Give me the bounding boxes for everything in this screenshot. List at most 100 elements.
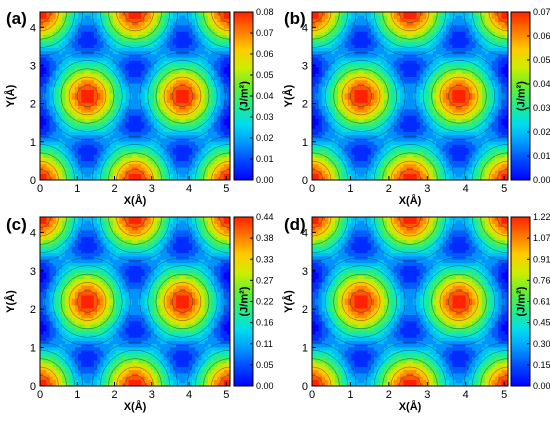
heatmap-cell bbox=[55, 76, 60, 81]
heatmap-cell bbox=[59, 125, 63, 129]
heatmap-cell bbox=[173, 138, 177, 142]
heatmap-cell bbox=[163, 63, 168, 68]
heatmap-cell bbox=[347, 141, 352, 145]
heatmap-cell bbox=[55, 83, 60, 87]
panel-label: (a) bbox=[6, 9, 27, 28]
heatmap-cell bbox=[485, 121, 489, 126]
heatmap-cell bbox=[357, 108, 362, 113]
heatmap-cell bbox=[157, 28, 161, 32]
heatmap-cell bbox=[198, 150, 202, 155]
heatmap-cell bbox=[40, 128, 44, 132]
heatmap-cell bbox=[445, 89, 450, 94]
heatmap-cell bbox=[344, 99, 349, 103]
heatmap-cell bbox=[90, 76, 95, 81]
heatmap-cell bbox=[439, 89, 444, 94]
heatmap-cell bbox=[62, 128, 66, 132]
heatmap-cell bbox=[90, 160, 95, 165]
heatmap-cell bbox=[393, 115, 398, 120]
heatmap-cell bbox=[90, 70, 95, 74]
heatmap-cell bbox=[128, 44, 133, 48]
heatmap-cell bbox=[334, 128, 339, 132]
heatmap-cell bbox=[65, 99, 69, 103]
heatmap-cell bbox=[81, 54, 85, 58]
heatmap-cell bbox=[315, 150, 319, 155]
heatmap-cell bbox=[223, 121, 228, 126]
heatmap-cell bbox=[119, 50, 123, 55]
heatmap-cell bbox=[423, 118, 427, 123]
heatmap-cell bbox=[179, 115, 183, 120]
heatmap-cell bbox=[93, 125, 98, 129]
heatmap-cell bbox=[426, 115, 430, 120]
heatmap-cell bbox=[334, 112, 339, 116]
heatmap-cell bbox=[325, 176, 329, 181]
heatmap-cell bbox=[459, 86, 463, 90]
heatmap-cell bbox=[459, 118, 463, 123]
heatmap-cell bbox=[65, 170, 69, 174]
heatmap-cell bbox=[211, 15, 215, 19]
heatmap-cell bbox=[436, 83, 440, 87]
heatmap-cell bbox=[97, 28, 101, 32]
heatmap-cell bbox=[380, 157, 385, 162]
heatmap-cell bbox=[84, 134, 88, 139]
heatmap-cell bbox=[147, 18, 152, 23]
heatmap-cell bbox=[374, 99, 378, 103]
heatmap-cell bbox=[351, 121, 355, 126]
heatmap-cell bbox=[128, 96, 133, 100]
heatmap-cell bbox=[62, 47, 66, 52]
heatmap-cell bbox=[103, 92, 107, 97]
heatmap-cell bbox=[214, 83, 218, 87]
heatmap-cell bbox=[214, 118, 218, 123]
heatmap-cell bbox=[182, 128, 187, 132]
heatmap-cell bbox=[59, 15, 63, 19]
heatmap-cell bbox=[84, 47, 88, 52]
heatmap-cell bbox=[185, 131, 190, 136]
heatmap-cell bbox=[109, 92, 114, 97]
heatmap-cell bbox=[84, 157, 88, 162]
heatmap-cell bbox=[90, 86, 95, 90]
heatmap-cell bbox=[455, 154, 460, 158]
heatmap-cell bbox=[204, 21, 209, 26]
heatmap-cell bbox=[62, 150, 66, 155]
heatmap-cell bbox=[380, 86, 385, 90]
heatmap-cell bbox=[109, 76, 114, 81]
heatmap-cell bbox=[462, 150, 466, 155]
heatmap-cell bbox=[160, 12, 164, 16]
heatmap-cell bbox=[49, 131, 54, 136]
heatmap-cell bbox=[112, 147, 117, 152]
heatmap-cell bbox=[204, 134, 209, 139]
heatmap-cell bbox=[147, 70, 152, 74]
heatmap-cell bbox=[198, 144, 202, 149]
heatmap-cell bbox=[367, 128, 372, 132]
heatmap-cell bbox=[131, 76, 136, 81]
heatmap-cell bbox=[97, 102, 101, 107]
heatmap-cell bbox=[84, 50, 88, 55]
heatmap-cell bbox=[125, 28, 130, 32]
heatmap-cell bbox=[116, 24, 120, 29]
heatmap-cell bbox=[103, 134, 107, 139]
heatmap-cell bbox=[207, 150, 212, 155]
heatmap-cell bbox=[488, 108, 493, 113]
heatmap-cell bbox=[328, 170, 332, 174]
heatmap-cell bbox=[62, 60, 66, 65]
heatmap-cell bbox=[380, 147, 385, 152]
heatmap-cell bbox=[179, 157, 183, 162]
heatmap-cell bbox=[344, 118, 349, 123]
heatmap-cell bbox=[97, 167, 101, 171]
heatmap-cell bbox=[223, 128, 228, 132]
heatmap-cell bbox=[198, 167, 202, 171]
heatmap-cell bbox=[135, 154, 139, 158]
heatmap-cell bbox=[188, 63, 193, 68]
heatmap-cell bbox=[103, 131, 107, 136]
heatmap-cell bbox=[150, 21, 155, 26]
heatmap-cell bbox=[71, 15, 76, 19]
heatmap-cell bbox=[201, 131, 206, 136]
heatmap-cell bbox=[220, 147, 225, 152]
heatmap-cell bbox=[393, 160, 398, 165]
heatmap-cell bbox=[370, 160, 375, 165]
heatmap-cell bbox=[478, 118, 483, 123]
heatmap-cell bbox=[90, 102, 95, 107]
heatmap-cell bbox=[195, 60, 199, 65]
heatmap-cell bbox=[195, 163, 199, 168]
heatmap-cell bbox=[90, 167, 95, 171]
heatmap-cell bbox=[315, 86, 319, 90]
